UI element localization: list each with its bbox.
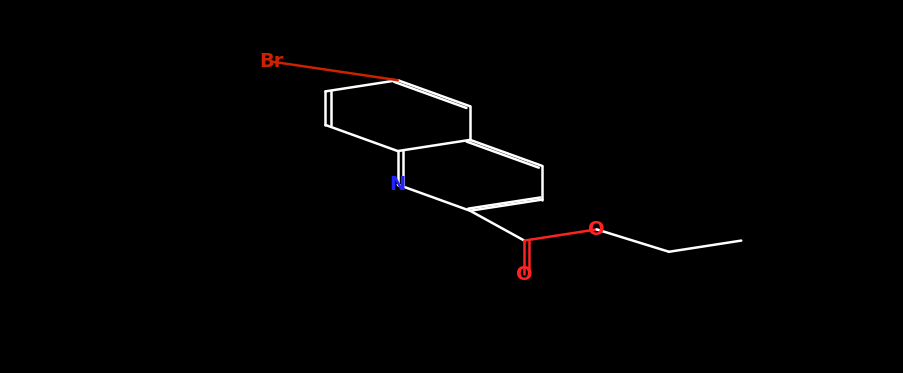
Text: O: O: [516, 265, 532, 283]
Text: N: N: [389, 175, 405, 194]
Text: Br: Br: [259, 52, 283, 71]
Text: O: O: [588, 220, 604, 239]
